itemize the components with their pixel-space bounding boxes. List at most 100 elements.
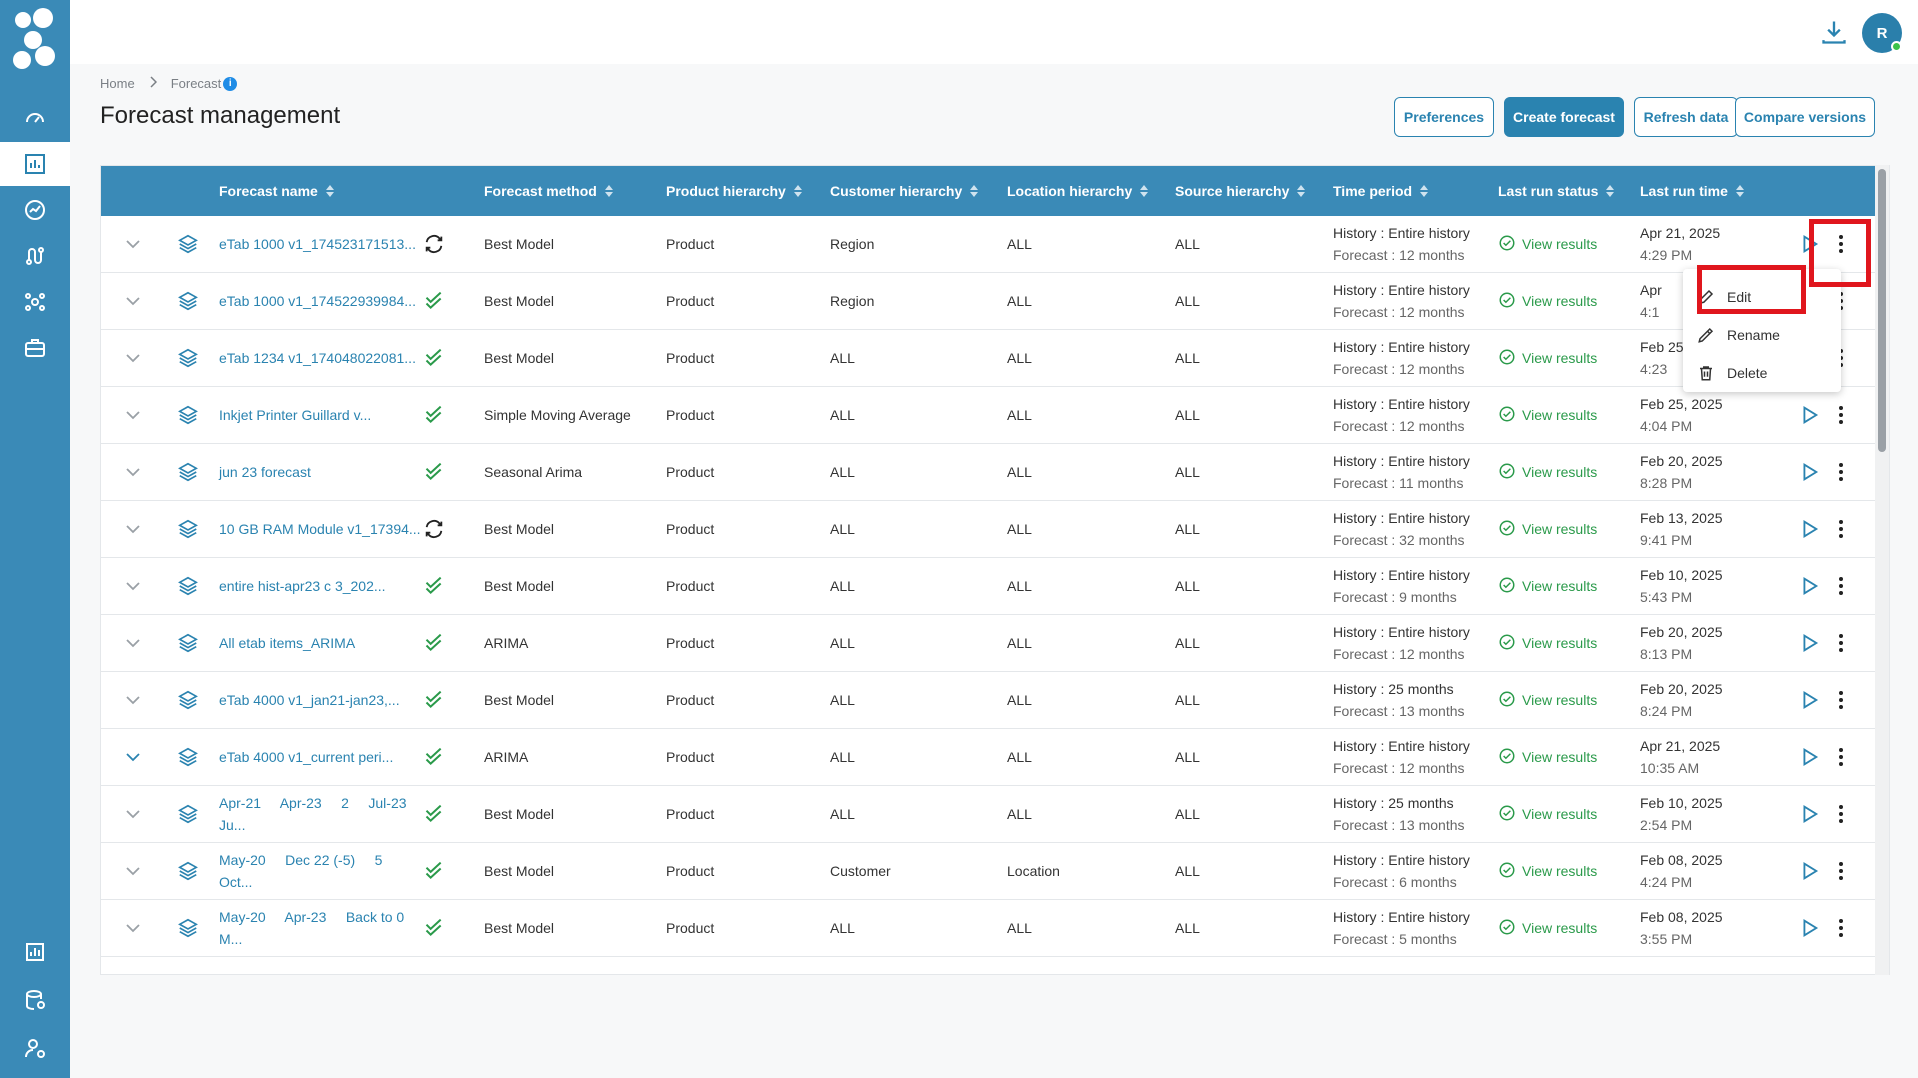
run-play-icon[interactable] [1797, 786, 1821, 842]
run-play-icon[interactable] [1797, 615, 1821, 671]
run-play-icon[interactable] [1797, 900, 1821, 956]
view-results-link[interactable]: View results [1498, 444, 1597, 500]
sort-icon[interactable] [1420, 185, 1429, 197]
breadcrumb-home[interactable]: Home [100, 76, 135, 91]
expand-chevron-down-icon[interactable] [123, 216, 143, 272]
view-results-link[interactable]: View results [1498, 330, 1597, 386]
view-results-link[interactable]: View results [1498, 672, 1597, 728]
forecast-name-link[interactable]: May-20 Dec 22 (-5) 5 Oct... [219, 843, 419, 899]
run-play-icon[interactable] [1797, 444, 1821, 500]
more-options-icon[interactable] [1831, 444, 1851, 500]
nav-briefcase-icon[interactable] [0, 326, 70, 370]
forecast-name-link[interactable]: May-20 Apr-23 Back to 0 M... [219, 900, 419, 956]
view-results-link[interactable]: View results [1498, 387, 1597, 443]
header-customer-hierarchy[interactable]: Customer hierarchy [830, 166, 979, 216]
scrollbar-thumb[interactable] [1878, 169, 1886, 452]
forecast-name-link[interactable]: eTab 1234 v1_174048022081... [219, 330, 419, 386]
header-forecast-method[interactable]: Forecast method [484, 166, 613, 216]
expand-chevron-down-icon[interactable] [123, 843, 143, 899]
forecast-name-link[interactable]: 10 GB RAM Module v1_17394... [219, 501, 421, 557]
view-results-link[interactable]: View results [1498, 273, 1597, 329]
forecast-name-link[interactable]: eTab 4000 v1_jan21-jan23,... [219, 672, 419, 728]
forecast-name-link[interactable]: eTab 4000 v1_current peri... [219, 729, 419, 785]
more-options-icon[interactable] [1831, 273, 1851, 329]
menu-item-delete[interactable]: Delete [1683, 353, 1841, 393]
forecast-name-link[interactable]: entire hist-apr23 c 3_202... [219, 558, 419, 614]
more-options-icon[interactable] [1831, 387, 1851, 443]
header-source-hierarchy[interactable]: Source hierarchy [1175, 166, 1306, 216]
nav-user-settings-icon[interactable] [0, 1026, 70, 1070]
nav-flow-icon[interactable] [0, 234, 70, 278]
info-icon[interactable]: i [223, 76, 238, 91]
create-forecast-button[interactable]: Create forecast [1504, 97, 1624, 137]
header-last-run-status[interactable]: Last run status [1498, 166, 1615, 216]
run-play-icon[interactable] [1797, 672, 1821, 728]
expand-chevron-down-icon[interactable] [123, 786, 143, 842]
expand-chevron-down-icon[interactable] [123, 900, 143, 956]
view-results-link[interactable]: View results [1498, 843, 1597, 899]
expand-chevron-down-icon[interactable] [123, 501, 143, 557]
view-results-link[interactable]: View results [1498, 900, 1597, 956]
header-location-hierarchy[interactable]: Location hierarchy [1007, 166, 1149, 216]
run-play-icon[interactable] [1797, 501, 1821, 557]
run-play-icon[interactable] [1797, 729, 1821, 785]
header-forecast-name[interactable]: Forecast name [219, 166, 334, 216]
more-options-icon[interactable] [1831, 558, 1851, 614]
app-logo[interactable] [12, 8, 58, 72]
expand-chevron-down-icon[interactable] [123, 558, 143, 614]
forecast-name-link[interactable]: Apr-21 Apr-23 2 Jul-23 Ju... [219, 786, 419, 842]
expand-chevron-down-icon[interactable] [123, 729, 143, 785]
nav-dashboard-icon[interactable] [0, 96, 70, 140]
sort-icon[interactable] [325, 185, 334, 197]
sort-icon[interactable] [1297, 185, 1306, 197]
more-options-icon[interactable] [1831, 729, 1851, 785]
view-results-link[interactable]: View results [1498, 216, 1597, 272]
more-options-icon[interactable] [1831, 672, 1851, 728]
expand-chevron-down-icon[interactable] [123, 273, 143, 329]
more-options-icon[interactable] [1831, 216, 1851, 272]
nav-report-icon[interactable] [0, 930, 70, 974]
sort-icon[interactable] [604, 185, 613, 197]
nav-forecast-icon[interactable] [0, 142, 70, 186]
header-product-hierarchy[interactable]: Product hierarchy [666, 166, 802, 216]
sort-icon[interactable] [970, 185, 979, 197]
sort-icon[interactable] [793, 185, 802, 197]
expand-chevron-down-icon[interactable] [123, 444, 143, 500]
more-options-icon[interactable] [1831, 501, 1851, 557]
view-results-link[interactable]: View results [1498, 501, 1597, 557]
download-icon[interactable] [1818, 16, 1850, 48]
expand-chevron-down-icon[interactable] [123, 672, 143, 728]
more-options-icon[interactable] [1831, 330, 1851, 386]
nav-trend-icon[interactable] [0, 188, 70, 232]
view-results-link[interactable]: View results [1498, 615, 1597, 671]
expand-chevron-down-icon[interactable] [123, 615, 143, 671]
more-options-icon[interactable] [1831, 615, 1851, 671]
nav-database-settings-icon[interactable] [0, 978, 70, 1022]
more-options-icon[interactable] [1831, 786, 1851, 842]
nav-network-icon[interactable] [0, 280, 70, 324]
forecast-name-link[interactable]: eTab 1000 v1_174523171513... [219, 216, 419, 272]
forecast-name-link[interactable]: jun 23 forecast [219, 444, 419, 500]
header-last-run-time[interactable]: Last run time [1640, 166, 1744, 216]
sort-icon[interactable] [1606, 185, 1615, 197]
sort-icon[interactable] [1735, 185, 1744, 197]
run-play-icon[interactable] [1797, 843, 1821, 899]
view-results-link[interactable]: View results [1498, 729, 1597, 785]
more-options-icon[interactable] [1831, 843, 1851, 899]
expand-chevron-down-icon[interactable] [123, 330, 143, 386]
view-results-link[interactable]: View results [1498, 786, 1597, 842]
menu-item-rename[interactable]: Rename [1683, 315, 1841, 355]
expand-chevron-down-icon[interactable] [123, 387, 143, 443]
table-scrollbar[interactable] [1875, 165, 1889, 975]
forecast-name-link[interactable]: All etab items_ARIMA [219, 615, 419, 671]
view-results-link[interactable]: View results [1498, 558, 1597, 614]
preferences-button[interactable]: Preferences [1394, 97, 1494, 137]
forecast-name-link[interactable]: eTab 1000 v1_174522939984... [219, 273, 419, 329]
more-options-icon[interactable] [1831, 900, 1851, 956]
run-play-icon[interactable] [1797, 558, 1821, 614]
forecast-name-link[interactable]: Inkjet Printer Guillard v... [219, 387, 419, 443]
compare-versions-button[interactable]: Compare versions [1735, 97, 1875, 137]
header-time-period[interactable]: Time period [1333, 166, 1429, 216]
sort-icon[interactable] [1140, 185, 1149, 197]
run-play-icon[interactable] [1797, 387, 1821, 443]
